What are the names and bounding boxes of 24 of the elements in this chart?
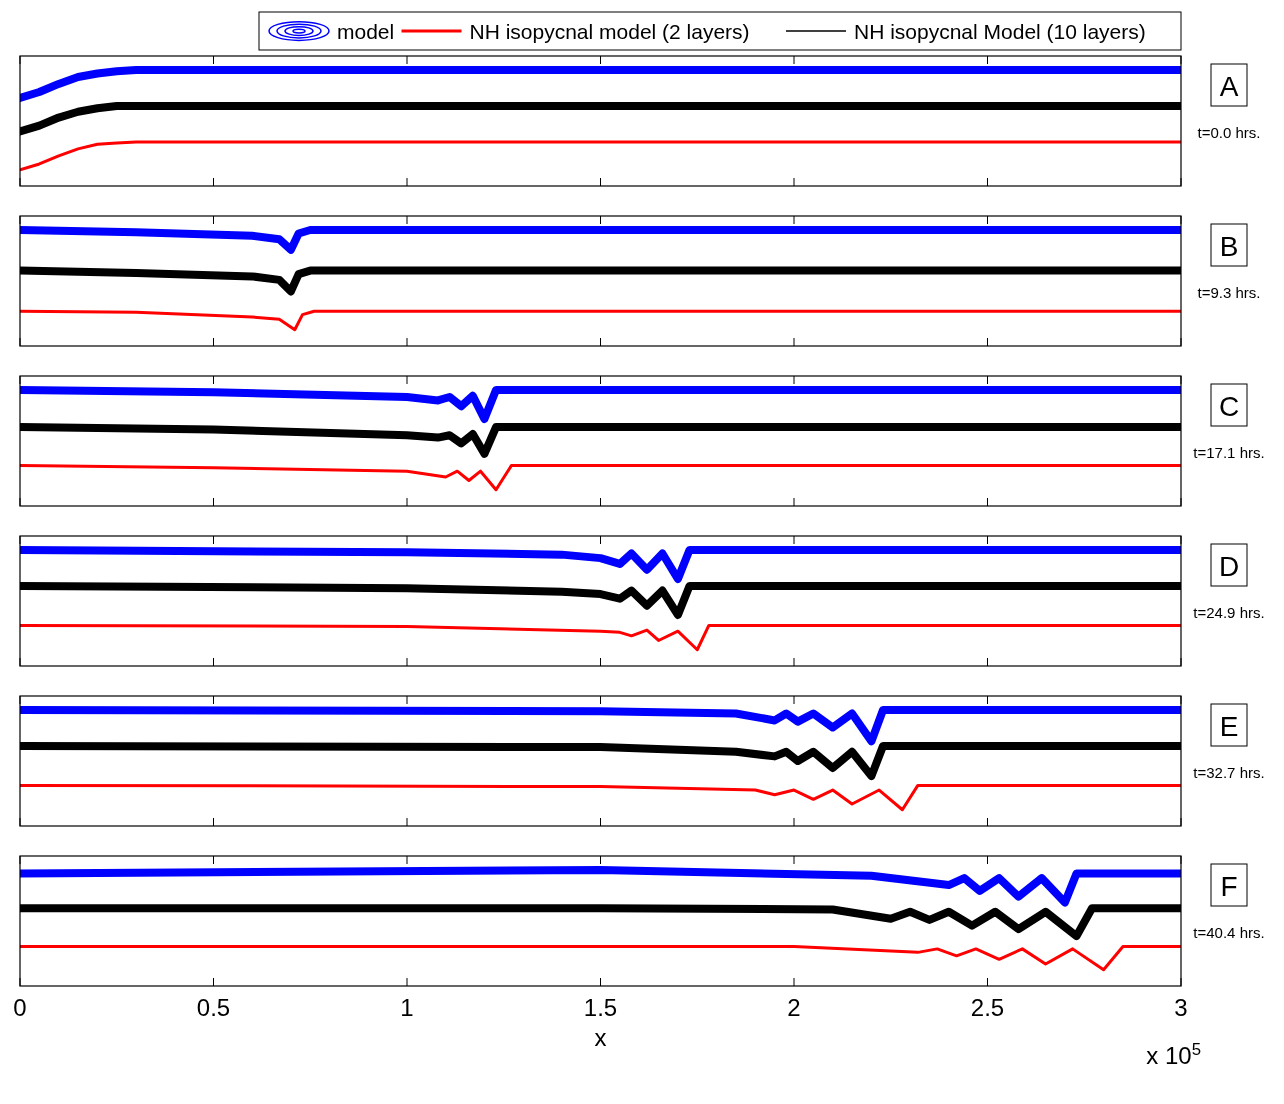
x-tick-label: 2.5 <box>970 994 1005 1021</box>
text: t=9.3 hrs. <box>1197 284 1261 301</box>
text: x 10$^{5}$ <box>1146 1039 1201 1069</box>
legend-label: model <box>337 20 395 43</box>
text: t=32.7 hrs. <box>1193 764 1265 781</box>
text: F <box>1220 871 1238 902</box>
text: C <box>1218 391 1240 422</box>
x-tick-label: 3 <box>1174 994 1188 1021</box>
text: D <box>1218 551 1240 582</box>
x-tick-label: 0 <box>13 994 27 1021</box>
legend-label: NH isopycnal Model (10 layers) <box>854 20 1146 43</box>
legend-label: NH isopycnal model (2 layers) <box>469 20 750 43</box>
x-tick-label: 0.5 <box>196 994 231 1021</box>
text: A <box>1219 71 1239 102</box>
text: E <box>1219 711 1239 742</box>
text: t=0.0 hrs. <box>1197 124 1261 141</box>
x-tick-label: 2 <box>787 994 801 1021</box>
text: t=40.4 hrs. <box>1193 924 1265 941</box>
text: t=24.9 hrs. <box>1193 604 1265 621</box>
text: t=17.1 hrs. <box>1193 444 1265 461</box>
text: B <box>1219 231 1239 262</box>
x-tick-label: 1 <box>400 994 414 1021</box>
x-axis-title: x <box>594 1024 607 1051</box>
x-tick-label: 1.5 <box>583 994 618 1021</box>
